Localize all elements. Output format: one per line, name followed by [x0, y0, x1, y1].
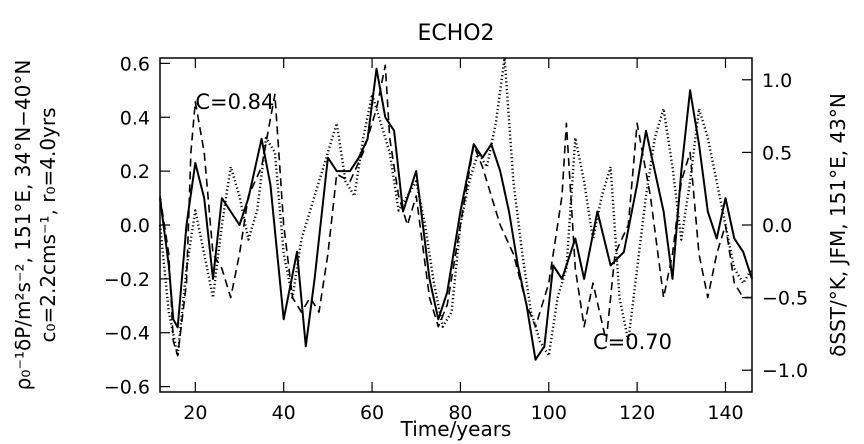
- chart-title: ECHO2: [417, 21, 494, 46]
- series-dashed-line: [159, 64, 752, 357]
- x-tick-label: 120: [619, 402, 655, 424]
- x-tick-label: 140: [707, 402, 743, 424]
- y-left-tick-label: −0.4: [104, 323, 150, 345]
- y-left-tick-label: 0.6: [120, 53, 150, 75]
- x-tick-label: 60: [360, 402, 384, 424]
- y-right-tick-label: −0.5: [762, 288, 808, 310]
- y-left-tick-label: −0.2: [104, 269, 150, 291]
- y-left-tick-label: −0.6: [104, 377, 150, 399]
- x-tick-label: 40: [272, 402, 296, 424]
- plot-area: 20 40 60 80 100 120 140 −0.6 −0.4 −0.2 0.0 0.2 0.4 0.…: [104, 53, 808, 424]
- x-tick-label: 100: [531, 402, 567, 424]
- annotation-c-070: C=0.70: [593, 330, 672, 354]
- y-right-tick-label: 0.5: [762, 142, 792, 164]
- tick-layer: 20 40 60 80 100 120 140 −0.6 −0.4 −0.2 0.0 0.2 0.4 0.…: [104, 53, 808, 424]
- y-axis-right-label: δSST/°K, JFM, 151°E, 43°N: [826, 93, 850, 357]
- y-left-tick-label: 0.2: [120, 161, 150, 183]
- x-tick-label: 80: [448, 402, 472, 424]
- y-right-tick-label: 0.0: [762, 215, 792, 237]
- series-layer: [158, 56, 754, 361]
- y-right-tick-label: −1.0: [762, 360, 808, 382]
- y-axis-left-label-line2: c₀=2.2cms⁻¹, r₀=4.0yrs: [36, 107, 60, 342]
- y-axis-left-label-line1: ρ₀⁻¹δP/m²s⁻², 151°E, 34°N−40°N: [11, 60, 35, 391]
- annotation-c-084: C=0.84: [195, 90, 274, 114]
- series-dotted-line: [158, 56, 754, 357]
- y-left-tick-label: 0.0: [120, 215, 150, 237]
- series-solid-line: [159, 67, 753, 361]
- x-axis-label: Time/years: [400, 417, 512, 441]
- x-tick-label: 20: [183, 402, 207, 424]
- y-right-tick-label: 1.0: [762, 70, 792, 92]
- y-left-tick-label: 0.4: [120, 107, 150, 129]
